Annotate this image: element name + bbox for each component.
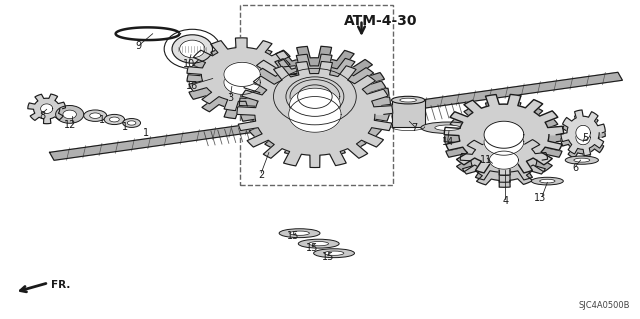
Text: 14: 14 [442,137,454,147]
Polygon shape [290,80,340,114]
Polygon shape [576,125,590,140]
Ellipse shape [123,119,141,127]
Text: 13: 13 [534,193,547,203]
Polygon shape [237,62,393,167]
Text: 9: 9 [135,41,141,51]
Polygon shape [224,70,260,94]
Text: 7: 7 [412,123,418,133]
Text: 1: 1 [143,129,148,138]
Text: SJC4A0500B: SJC4A0500B [578,301,630,310]
Ellipse shape [392,96,425,104]
Polygon shape [28,94,65,124]
Polygon shape [289,97,341,132]
Text: 16: 16 [186,81,198,92]
Text: 15: 15 [287,231,300,241]
Ellipse shape [172,35,212,63]
Ellipse shape [400,98,417,102]
Text: 6: 6 [572,163,579,174]
Ellipse shape [574,158,590,162]
Polygon shape [187,38,297,111]
Ellipse shape [109,117,119,122]
Polygon shape [484,121,524,148]
Ellipse shape [84,110,107,122]
Polygon shape [40,104,52,114]
Polygon shape [49,72,623,160]
Text: 5: 5 [582,133,588,143]
Ellipse shape [279,229,320,238]
Text: 11: 11 [480,155,492,165]
Text: FR.: FR. [51,280,70,290]
Polygon shape [576,130,590,145]
Ellipse shape [56,106,84,123]
Text: 12: 12 [63,120,76,130]
Ellipse shape [180,40,205,58]
Ellipse shape [309,241,328,246]
Ellipse shape [290,231,309,235]
Text: 10: 10 [183,59,195,69]
Text: 3: 3 [228,93,234,103]
Bar [240,5,394,185]
Ellipse shape [63,110,76,119]
Text: 15: 15 [306,243,319,253]
Ellipse shape [314,249,355,258]
Text: 2: 2 [258,170,264,180]
Ellipse shape [90,113,100,118]
Ellipse shape [324,251,344,255]
Polygon shape [561,110,605,156]
Text: 1: 1 [99,115,105,125]
Text: ATM-4-30: ATM-4-30 [344,14,417,28]
Polygon shape [187,46,297,119]
Text: 8: 8 [39,111,45,121]
Polygon shape [490,151,518,169]
Ellipse shape [540,179,555,183]
Ellipse shape [127,121,136,125]
Bar [392,100,425,127]
Polygon shape [444,94,564,175]
Ellipse shape [565,156,598,164]
Polygon shape [224,62,260,86]
Text: 4: 4 [502,196,508,206]
Polygon shape [460,133,548,187]
Ellipse shape [104,115,125,124]
Ellipse shape [435,125,461,130]
Polygon shape [484,128,524,155]
Text: 15: 15 [321,252,334,262]
Text: 1: 1 [122,122,128,132]
Polygon shape [241,46,389,147]
Polygon shape [289,88,340,123]
Ellipse shape [531,177,563,185]
Polygon shape [239,54,390,157]
Polygon shape [561,115,605,160]
Ellipse shape [421,122,474,133]
Polygon shape [444,101,564,182]
Ellipse shape [298,239,339,248]
